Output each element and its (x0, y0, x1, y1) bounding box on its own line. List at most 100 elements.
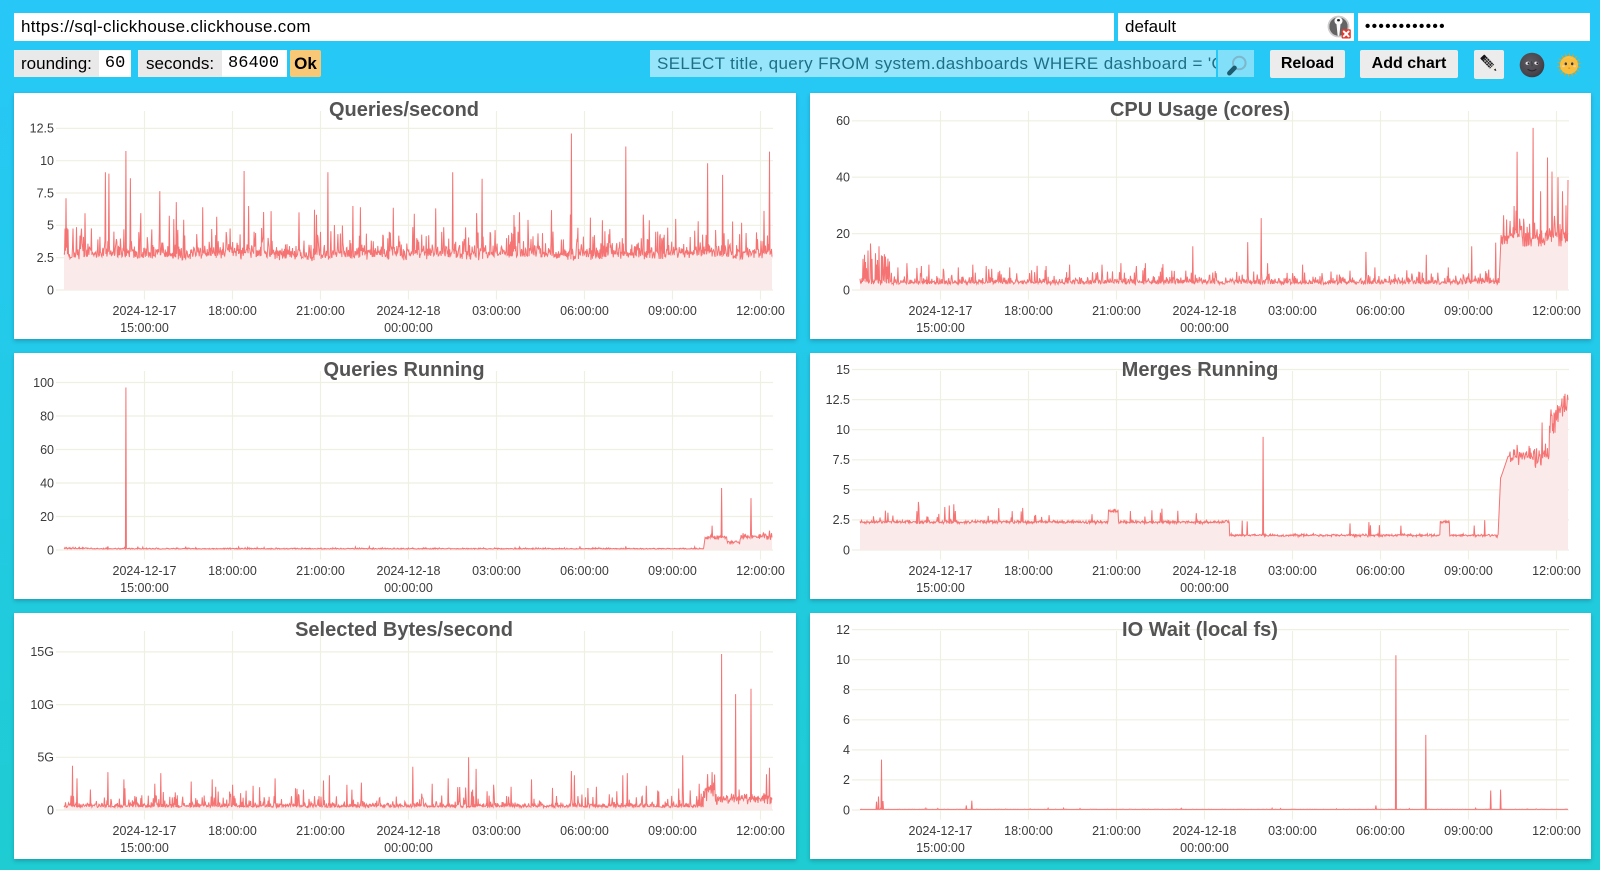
svg-text:12:00:00: 12:00:00 (1532, 824, 1581, 838)
svg-text:5: 5 (47, 219, 54, 233)
svg-text:2.5: 2.5 (833, 513, 850, 527)
svg-text:2024-12-17: 2024-12-17 (113, 564, 177, 578)
svg-text:03:00:00: 03:00:00 (472, 824, 521, 838)
svg-text:21:00:00: 21:00:00 (1092, 304, 1141, 318)
svg-text:40: 40 (40, 476, 54, 490)
svg-text:12.5: 12.5 (826, 393, 850, 407)
svg-text:2024-12-17: 2024-12-17 (909, 824, 973, 838)
svg-text:12:00:00: 12:00:00 (1532, 564, 1581, 578)
svg-text:4: 4 (843, 743, 850, 757)
svg-text:21:00:00: 21:00:00 (296, 564, 345, 578)
svg-text:7.5: 7.5 (833, 453, 850, 467)
svg-text:12: 12 (836, 623, 850, 637)
svg-text:CPU Usage (cores): CPU Usage (cores) (1110, 99, 1290, 121)
svg-text:IO Wait (local fs): IO Wait (local fs) (1122, 619, 1278, 641)
svg-text:10G: 10G (30, 698, 54, 712)
svg-text:12:00:00: 12:00:00 (736, 304, 785, 318)
svg-text:0: 0 (47, 283, 54, 297)
svg-text:06:00:00: 06:00:00 (560, 564, 609, 578)
svg-text:100: 100 (33, 376, 54, 390)
svg-text:00:00:00: 00:00:00 (384, 581, 433, 595)
svg-text:0: 0 (843, 543, 850, 557)
svg-text:2024-12-18: 2024-12-18 (377, 824, 441, 838)
svg-text:10: 10 (836, 653, 850, 667)
svg-text:21:00:00: 21:00:00 (296, 824, 345, 838)
svg-text:Selected Bytes/second: Selected Bytes/second (295, 619, 513, 641)
svg-text:2024-12-18: 2024-12-18 (377, 564, 441, 578)
svg-text:2024-12-17: 2024-12-17 (113, 304, 177, 318)
svg-text:Merges Running: Merges Running (1122, 359, 1279, 381)
svg-text:18:00:00: 18:00:00 (1004, 564, 1053, 578)
svg-text:03:00:00: 03:00:00 (1268, 824, 1317, 838)
svg-text:2024-12-18: 2024-12-18 (377, 304, 441, 318)
svg-text:2024-12-18: 2024-12-18 (1173, 824, 1237, 838)
svg-text:0: 0 (47, 803, 54, 817)
svg-text:03:00:00: 03:00:00 (1268, 304, 1317, 318)
svg-text:15:00:00: 15:00:00 (120, 841, 169, 855)
svg-text:09:00:00: 09:00:00 (1444, 304, 1493, 318)
svg-text:0: 0 (47, 543, 54, 557)
svg-text:21:00:00: 21:00:00 (1092, 824, 1141, 838)
svg-text:03:00:00: 03:00:00 (472, 304, 521, 318)
svg-text:15G: 15G (30, 645, 54, 659)
svg-text:06:00:00: 06:00:00 (560, 304, 609, 318)
svg-text:06:00:00: 06:00:00 (560, 824, 609, 838)
svg-text:18:00:00: 18:00:00 (208, 564, 257, 578)
svg-text:2024-12-17: 2024-12-17 (909, 304, 973, 318)
svg-text:Queries Running: Queries Running (323, 359, 484, 381)
svg-text:09:00:00: 09:00:00 (648, 304, 697, 318)
svg-text:15:00:00: 15:00:00 (120, 321, 169, 335)
svg-text:20: 20 (40, 510, 54, 524)
svg-text:06:00:00: 06:00:00 (1356, 824, 1405, 838)
svg-text:15: 15 (836, 363, 850, 377)
svg-text:21:00:00: 21:00:00 (1092, 564, 1141, 578)
svg-text:03:00:00: 03:00:00 (1268, 564, 1317, 578)
svg-text:00:00:00: 00:00:00 (1180, 841, 1229, 855)
svg-text:09:00:00: 09:00:00 (1444, 824, 1493, 838)
svg-text:6: 6 (843, 713, 850, 727)
svg-text:15:00:00: 15:00:00 (120, 581, 169, 595)
svg-text:2024-12-17: 2024-12-17 (909, 564, 973, 578)
svg-text:09:00:00: 09:00:00 (1444, 564, 1493, 578)
svg-text:12:00:00: 12:00:00 (736, 824, 785, 838)
svg-text:18:00:00: 18:00:00 (208, 824, 257, 838)
svg-text:5G: 5G (37, 751, 54, 765)
svg-text:5: 5 (843, 483, 850, 497)
svg-text:15:00:00: 15:00:00 (916, 581, 965, 595)
svg-text:7.5: 7.5 (37, 186, 54, 200)
svg-text:60: 60 (40, 443, 54, 457)
svg-text:20: 20 (836, 227, 850, 241)
svg-text:0: 0 (843, 283, 850, 297)
svg-text:2024-12-18: 2024-12-18 (1173, 304, 1237, 318)
svg-text:Queries/second: Queries/second (329, 99, 479, 121)
svg-text:2024-12-18: 2024-12-18 (1173, 564, 1237, 578)
svg-text:03:00:00: 03:00:00 (472, 564, 521, 578)
svg-text:15:00:00: 15:00:00 (916, 321, 965, 335)
svg-text:0: 0 (843, 803, 850, 817)
svg-text:10: 10 (836, 423, 850, 437)
svg-text:80: 80 (40, 409, 54, 423)
svg-text:06:00:00: 06:00:00 (1356, 564, 1405, 578)
svg-text:12.5: 12.5 (30, 122, 54, 136)
svg-text:12:00:00: 12:00:00 (736, 564, 785, 578)
svg-text:60: 60 (836, 114, 850, 128)
svg-text:09:00:00: 09:00:00 (648, 564, 697, 578)
svg-text:18:00:00: 18:00:00 (1004, 304, 1053, 318)
svg-text:10: 10 (40, 154, 54, 168)
svg-text:18:00:00: 18:00:00 (208, 304, 257, 318)
svg-text:00:00:00: 00:00:00 (384, 321, 433, 335)
svg-text:2024-12-17: 2024-12-17 (113, 824, 177, 838)
svg-text:06:00:00: 06:00:00 (1356, 304, 1405, 318)
svg-text:40: 40 (836, 171, 850, 185)
svg-text:00:00:00: 00:00:00 (384, 841, 433, 855)
svg-text:09:00:00: 09:00:00 (648, 824, 697, 838)
svg-text:00:00:00: 00:00:00 (1180, 581, 1229, 595)
svg-text:8: 8 (843, 683, 850, 697)
svg-text:2.5: 2.5 (37, 251, 54, 265)
svg-text:12:00:00: 12:00:00 (1532, 304, 1581, 318)
svg-text:00:00:00: 00:00:00 (1180, 321, 1229, 335)
svg-text:18:00:00: 18:00:00 (1004, 824, 1053, 838)
svg-text:15:00:00: 15:00:00 (916, 841, 965, 855)
svg-text:2: 2 (843, 773, 850, 787)
svg-text:21:00:00: 21:00:00 (296, 304, 345, 318)
